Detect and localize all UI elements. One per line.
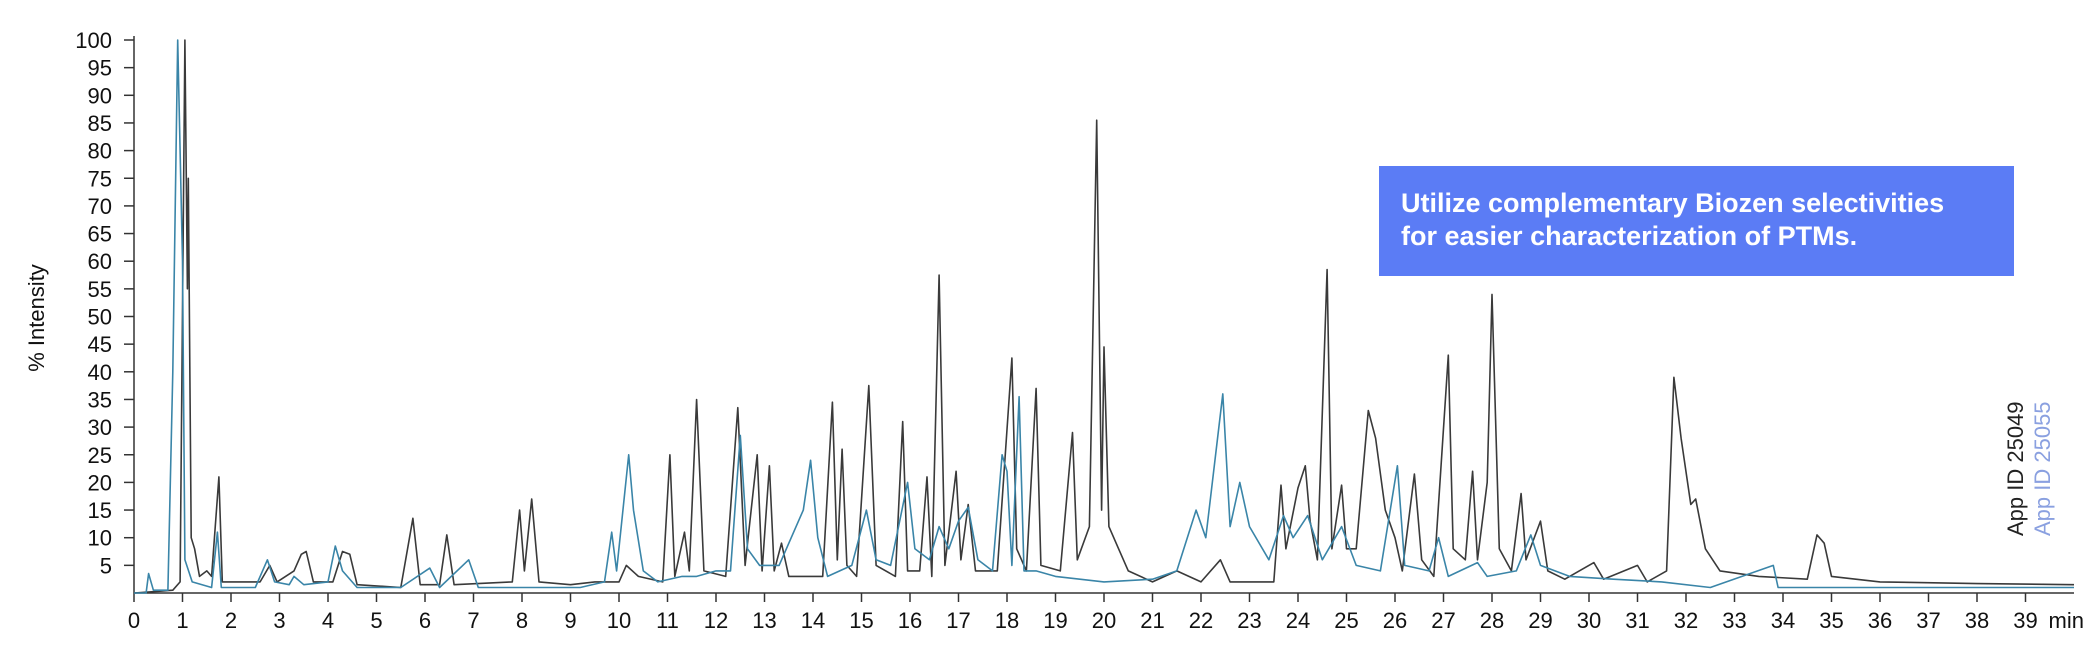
x-tick-label: 1 [176, 608, 188, 633]
y-tick-label: 5 [100, 553, 112, 578]
x-tick-label: 34 [1771, 608, 1795, 633]
y-tick-label: 15 [88, 498, 112, 523]
x-tick-label: 14 [801, 608, 825, 633]
x-tick-label: 6 [419, 608, 431, 633]
x-tick-label: 17 [946, 608, 970, 633]
x-tick-label: 5 [370, 608, 382, 633]
x-tick-label: 8 [516, 608, 528, 633]
y-tick-label: 30 [88, 415, 112, 440]
x-tick-label: 0 [128, 608, 140, 633]
x-tick-label: 12 [704, 608, 728, 633]
x-tick-label: 2 [225, 608, 237, 633]
x-tick-label: 39 [2013, 608, 2037, 633]
x-tick-label: 20 [1092, 608, 1116, 633]
y-tick-label: 95 [88, 56, 112, 81]
x-tick-label: 36 [1868, 608, 1892, 633]
x-tick-label: 7 [467, 608, 479, 633]
x-tick-label: 35 [1819, 608, 1843, 633]
y-tick-label: 65 [88, 222, 112, 247]
legend-label: App ID 25055 [2030, 401, 2055, 536]
x-tick-label: 18 [995, 608, 1019, 633]
y-tick-label: 40 [88, 360, 112, 385]
x-tick-label: 24 [1286, 608, 1310, 633]
y-tick-label: 85 [88, 111, 112, 136]
x-tick-label: 30 [1577, 608, 1601, 633]
x-tick-label: 15 [849, 608, 873, 633]
x-tick-label: 28 [1480, 608, 1504, 633]
x-tick-label: 4 [322, 608, 334, 633]
y-tick-label: 100 [75, 28, 112, 53]
annotation-line: for easier characterization of PTMs. [1401, 221, 1857, 251]
y-tick-label: 45 [88, 332, 112, 357]
y-tick-label: 60 [88, 249, 112, 274]
annotation-box [1379, 166, 2014, 276]
x-tick-label: 37 [1916, 608, 1940, 633]
y-tick-label: 75 [88, 166, 112, 191]
x-tick-label: 16 [898, 608, 922, 633]
y-axis-label: % Intensity [24, 264, 49, 372]
y-tick-label: 70 [88, 194, 112, 219]
y-tick-label: 10 [88, 526, 112, 551]
x-tick-label: 22 [1189, 608, 1213, 633]
series-line [133, 39, 2075, 594]
y-tick-label: 20 [88, 470, 112, 495]
x-tick-label: 10 [607, 608, 631, 633]
x-tick-label: 38 [1965, 608, 1989, 633]
x-tick-label: 21 [1140, 608, 1164, 633]
x-tick-label: 31 [1625, 608, 1649, 633]
series-line [134, 39, 2074, 594]
y-tick-label: 55 [88, 277, 112, 302]
x-tick-label: 19 [1043, 608, 1067, 633]
x-tick-label: 23 [1237, 608, 1261, 633]
x-tick-label: 26 [1383, 608, 1407, 633]
x-tick-label: 27 [1431, 608, 1455, 633]
y-tick-label: 80 [88, 139, 112, 164]
x-tick-label: 9 [564, 608, 576, 633]
x-axis-label: min [2049, 608, 2084, 633]
y-tick-label: 90 [88, 83, 112, 108]
legend-label: App ID 25049 [2003, 401, 2028, 536]
y-tick-label: 25 [88, 443, 112, 468]
y-tick-label: 50 [88, 305, 112, 330]
x-tick-label: 32 [1674, 608, 1698, 633]
x-tick-label: 29 [1528, 608, 1552, 633]
x-tick-label: 11 [656, 608, 679, 633]
annotation-line: Utilize complementary Biozen selectiviti… [1401, 188, 1944, 218]
x-tick-label: 3 [273, 608, 285, 633]
y-tick-label: 35 [88, 387, 112, 412]
x-tick-label: 33 [1722, 608, 1746, 633]
x-tick-label: 13 [752, 608, 776, 633]
x-tick-label: 25 [1334, 608, 1358, 633]
